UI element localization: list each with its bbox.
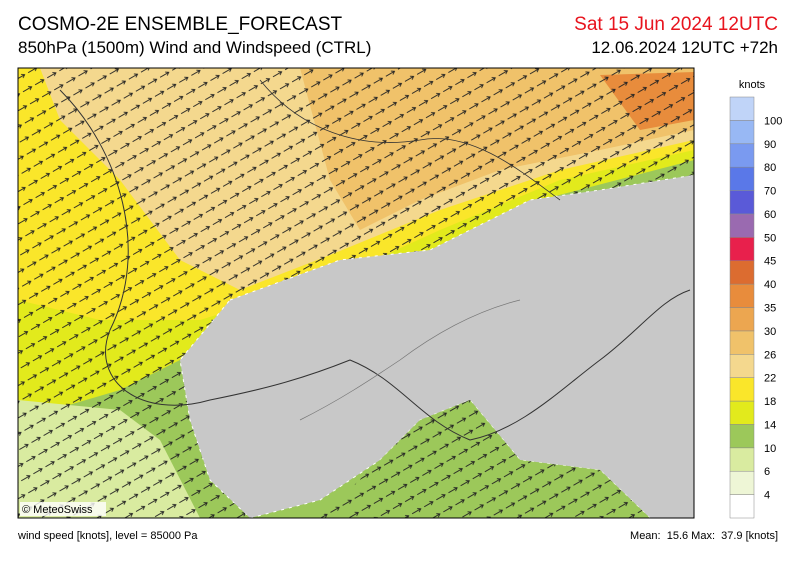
colorbar-swatch (729, 190, 755, 215)
colorbar-label: 45 (764, 256, 776, 268)
footer-left: wind speed [knots], level = 85000 Pa (18, 530, 198, 542)
subtitle: 850hPa (1500m) Wind and Windspeed (CTRL) (18, 38, 372, 57)
colorbar-label: 10 (764, 443, 776, 455)
copyright: © MeteoSwiss (22, 504, 93, 516)
colorbar-label: 80 (764, 162, 776, 174)
colorbar-label: 90 (764, 139, 776, 151)
colorbar-swatch (729, 330, 755, 355)
colorbar-swatch (729, 424, 755, 449)
map-frame (17, 67, 695, 519)
colorbar-label: 14 (764, 419, 776, 431)
colorbar-label: 30 (764, 326, 776, 338)
colorbar-swatch (729, 400, 755, 425)
colorbar-unit: knots (739, 79, 766, 91)
colorbar-label: 18 (764, 396, 776, 408)
valid-time: Sat 15 Jun 2024 12UTC (574, 14, 778, 35)
colorbar-swatch (729, 354, 755, 378)
title: COSMO-2E ENSEMBLE_FORECAST (18, 14, 343, 35)
colorbar-label: 22 (764, 373, 776, 385)
border-line (259, 79, 561, 201)
run-time: 12.06.2024 12UTC +72h (591, 38, 778, 57)
colorbar-swatch (729, 377, 755, 402)
colorbar-swatch (729, 494, 755, 519)
colorbar-swatch (729, 143, 755, 168)
colorbar-swatch (729, 307, 755, 332)
colorbar-swatch (729, 447, 755, 472)
colorbar-swatch (729, 470, 755, 495)
alps-gray (180, 175, 694, 518)
colorbar: 4 6 10 14 18 22 26 30 35 40 45 50 60 70 80 90 100 (729, 96, 782, 519)
colorbar-swatch (729, 96, 755, 121)
map-area (18, 68, 694, 518)
colorbar-swatch (729, 260, 755, 285)
colorbar-label: 35 (764, 303, 776, 315)
colorbar-swatch (729, 237, 755, 261)
colorbar-swatch (729, 166, 755, 191)
southern-arrows (320, 400, 650, 518)
colorbar-swatch (729, 120, 755, 145)
colorbar-label: 70 (764, 186, 776, 198)
colorbar-label: 100 (764, 115, 782, 127)
colorbar-swatch (729, 283, 755, 308)
colorbar-label: 40 (764, 279, 776, 291)
river (299, 299, 521, 421)
colorbar-label: 6 (764, 466, 770, 478)
copyright-bg (20, 502, 106, 516)
colorbar-swatch (729, 213, 755, 238)
wind-arrows (18, 68, 694, 518)
colorbar-label: 4 (764, 490, 770, 502)
colorbar-label: 50 (764, 232, 776, 244)
colorbar-label: 60 (764, 209, 776, 221)
border-line (59, 89, 691, 441)
footer-right: Mean: 15.6 Max: 37.9 [knots] (630, 530, 778, 542)
colorbar-label: 26 (764, 349, 776, 361)
